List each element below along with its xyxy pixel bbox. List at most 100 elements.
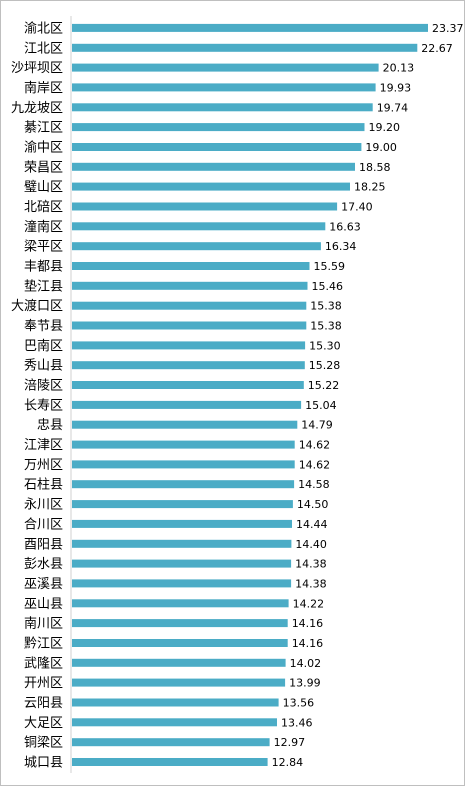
category-tick-label: 涪陵区	[24, 379, 63, 394]
bar	[72, 400, 302, 409]
bar	[72, 738, 270, 747]
category-tick-label: 云阳县	[24, 696, 63, 711]
bar	[72, 341, 306, 350]
data-label: 14.44	[296, 518, 328, 531]
bar	[72, 599, 289, 608]
data-label: 15.28	[309, 359, 341, 372]
category-tick-label: 铜梁区	[24, 736, 63, 751]
data-label: 13.46	[281, 716, 313, 729]
bar	[72, 222, 326, 231]
bar	[72, 143, 362, 151]
bar	[72, 420, 298, 429]
category-tick-label: 南岸区	[24, 80, 63, 96]
bar	[72, 519, 292, 528]
data-label: 13.99	[289, 677, 321, 690]
category-tick-label: 璧山区	[24, 179, 63, 195]
category-tick-label: 永川区	[24, 498, 63, 513]
category-tick-label: 丰都县	[24, 260, 63, 275]
data-label: 18.58	[359, 161, 391, 174]
category-tick-label: 武隆区	[24, 656, 63, 671]
category-tick-label: 渝北区	[24, 20, 63, 36]
category-tick-label: 万州区	[24, 458, 63, 473]
bar	[72, 43, 418, 52]
data-label: 17.40	[341, 201, 373, 214]
category-tick-label: 黔江区	[24, 637, 63, 652]
data-label: 15.38	[310, 320, 342, 333]
data-label: 19.93	[380, 81, 412, 94]
data-label: 22.67	[421, 42, 453, 55]
data-label: 14.38	[295, 558, 327, 571]
category-tick-label: 秀山县	[24, 359, 63, 374]
category-tick-label: 江津区	[24, 438, 63, 453]
category-tick-label: 北碚区	[24, 200, 63, 215]
bar	[72, 619, 288, 628]
category-tick-label: 石柱县	[24, 478, 63, 493]
data-label: 14.62	[299, 458, 331, 471]
data-label: 16.63	[329, 220, 361, 233]
bar	[72, 262, 310, 270]
category-tick-label: 彭水县	[24, 557, 63, 572]
data-label: 15.04	[305, 399, 337, 412]
bar	[72, 658, 286, 667]
category-tick-label: 渝中区	[24, 140, 63, 156]
category-tick-label: 酉阳县	[24, 537, 63, 552]
category-tick-label: 奉节县	[24, 319, 63, 334]
bar	[72, 361, 305, 370]
bar	[72, 758, 268, 766]
bar	[72, 500, 293, 509]
data-label: 14.40	[295, 538, 327, 551]
bar	[72, 83, 376, 92]
category-tick-label: 巴南区	[24, 338, 63, 354]
category-tick-label: 垫江县	[24, 278, 63, 294]
data-label: 12.97	[274, 736, 306, 749]
bar	[72, 460, 295, 469]
bar	[72, 698, 279, 707]
data-label: 18.25	[354, 181, 386, 194]
data-label: 15.38	[310, 300, 342, 313]
category-tick-label: 忠县	[37, 418, 63, 433]
bar	[72, 539, 292, 548]
category-tick-label: 南川区	[24, 616, 63, 632]
category-tick-label: 大渡口区	[11, 298, 63, 314]
data-label: 15.22	[308, 379, 340, 392]
data-label: 12.84	[272, 756, 304, 769]
data-label: 15.46	[312, 280, 344, 293]
bar	[72, 718, 277, 727]
value-labels-layer: 23.37 22.67 20.13 19.93 19.74 19.20 19.00 18.58…	[272, 22, 464, 769]
bar	[72, 162, 355, 171]
bar	[72, 63, 379, 72]
data-label: 15.59	[314, 260, 346, 273]
bar	[72, 123, 365, 132]
data-label: 14.02	[290, 657, 322, 670]
category-tick-label: 江北区	[24, 41, 63, 56]
bars-layer	[72, 23, 428, 766]
bar	[72, 559, 292, 568]
data-label: 23.37	[432, 22, 464, 35]
bar	[72, 281, 308, 290]
bar	[72, 381, 304, 389]
data-label: 20.13	[383, 62, 415, 75]
data-label: 15.30	[309, 339, 341, 352]
bar	[72, 579, 292, 588]
category-tick-label: 潼南区	[24, 219, 63, 235]
bar	[72, 678, 286, 687]
category-tick-label: 荣昌区	[24, 160, 63, 175]
bar	[72, 202, 338, 211]
data-label: 19.74	[377, 101, 409, 114]
category-tick-label: 城口县	[24, 756, 63, 771]
category-tick-label: 开州区	[24, 676, 63, 691]
data-label: 14.16	[292, 637, 324, 650]
data-label: 14.38	[295, 577, 327, 590]
data-label: 14.62	[299, 439, 331, 452]
data-label: 19.00	[365, 141, 397, 154]
data-label: 19.20	[369, 121, 401, 134]
bar	[72, 301, 307, 310]
category-tick-label: 九龙坡区	[11, 101, 63, 116]
category-tick-label: 大足区	[24, 716, 63, 731]
data-label: 13.56	[283, 697, 315, 710]
category-tick-label: 长寿区	[24, 398, 63, 413]
bar	[72, 639, 288, 647]
data-label: 14.22	[293, 597, 325, 610]
